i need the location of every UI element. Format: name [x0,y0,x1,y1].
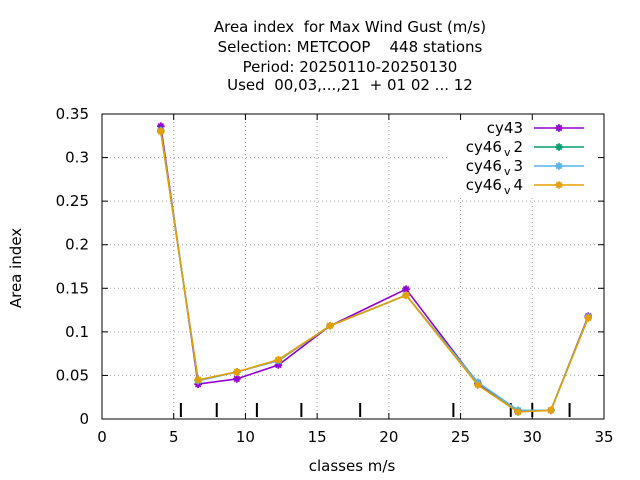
plot-frame [101,113,605,420]
grid [102,114,604,419]
data-point [233,368,241,376]
data-point [274,361,283,369]
legend-item-cy46_v4: cy46 v 4 [466,176,584,197]
x-tick-label: 5 [169,428,179,446]
y-axis-label: Area index [7,228,25,308]
x-tick-label: 20 [379,428,398,446]
series-cy46_v2 [157,126,593,415]
data-point [274,355,283,364]
data-point [326,321,334,330]
series-cy46_v4 [157,127,593,416]
legend-item-cy43: cy43 [487,119,584,137]
legend-label: cy46 v 4 [466,176,523,197]
data-point [514,408,522,416]
legend-item-cy46_v2: cy46 v 2 [466,138,584,159]
data-point [473,381,482,389]
y-tick-label: 0.2 [65,236,89,254]
series [157,122,593,416]
chart-title-line-1: Area index for Max Wind Gust (m/s) [213,18,487,36]
data-point [157,122,165,130]
legend-label: cy46 v 2 [466,138,523,159]
data-point [402,291,410,300]
x-tick-label: 30 [523,428,542,446]
y-tick-label: 0.25 [56,192,89,210]
legend-label: cy43 [487,119,523,137]
chart-title-line-2: Selection: METCOOP 448 stations [217,38,483,56]
legend-marker [555,124,563,132]
legend-item-cy46_v3: cy46 v 3 [466,157,584,178]
class-boundary-markers [179,403,571,417]
data-point [233,375,241,383]
y-tick-label: 0.1 [65,323,89,341]
x-tick-label: 0 [97,428,107,446]
series-line [160,126,589,413]
series-cy43 [157,122,593,415]
data-point [157,127,165,136]
y-tick-label: 0.05 [56,366,89,384]
legend-marker [555,143,563,151]
data-point [584,314,593,322]
legend-label: cy46 v 3 [466,157,523,178]
data-point [402,285,410,293]
series-line [160,131,589,413]
x-tick-label: 10 [236,428,255,446]
y-tick-label: 0 [79,410,89,428]
series-line [160,130,589,412]
y-tick-label: 0.15 [56,279,89,297]
x-tick-label: 35 [594,428,613,446]
series-cy46_v3 [157,126,593,415]
x-tick-label: 15 [308,428,327,446]
data-point [547,406,555,415]
x-axis-label: classes m/s [309,457,396,475]
legend-marker [555,162,563,170]
chart-title-line-4: Used 00,03,...,21 + 01 02 ... 12 [227,76,473,94]
chart-title-line-3: Period: 20250110-20250130 [242,58,458,76]
series-line [160,130,589,412]
x-tick-label: 25 [451,428,470,446]
legend-marker [555,181,563,189]
y-tick-label: 0.3 [65,149,89,167]
data-point [194,375,202,384]
y-tick-label: 0.35 [56,105,89,123]
axes: 0 5 10 15 20 25 30 35 0 0.05 0.1 0.15 0.2 0.25 0.3 0.35 [56,105,614,446]
